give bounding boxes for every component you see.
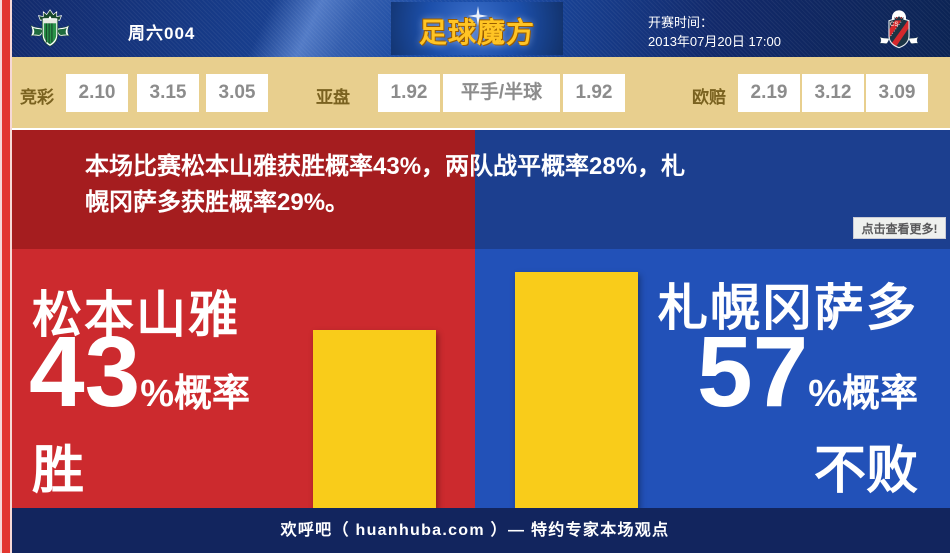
svg-text:CS: CS	[890, 21, 899, 28]
